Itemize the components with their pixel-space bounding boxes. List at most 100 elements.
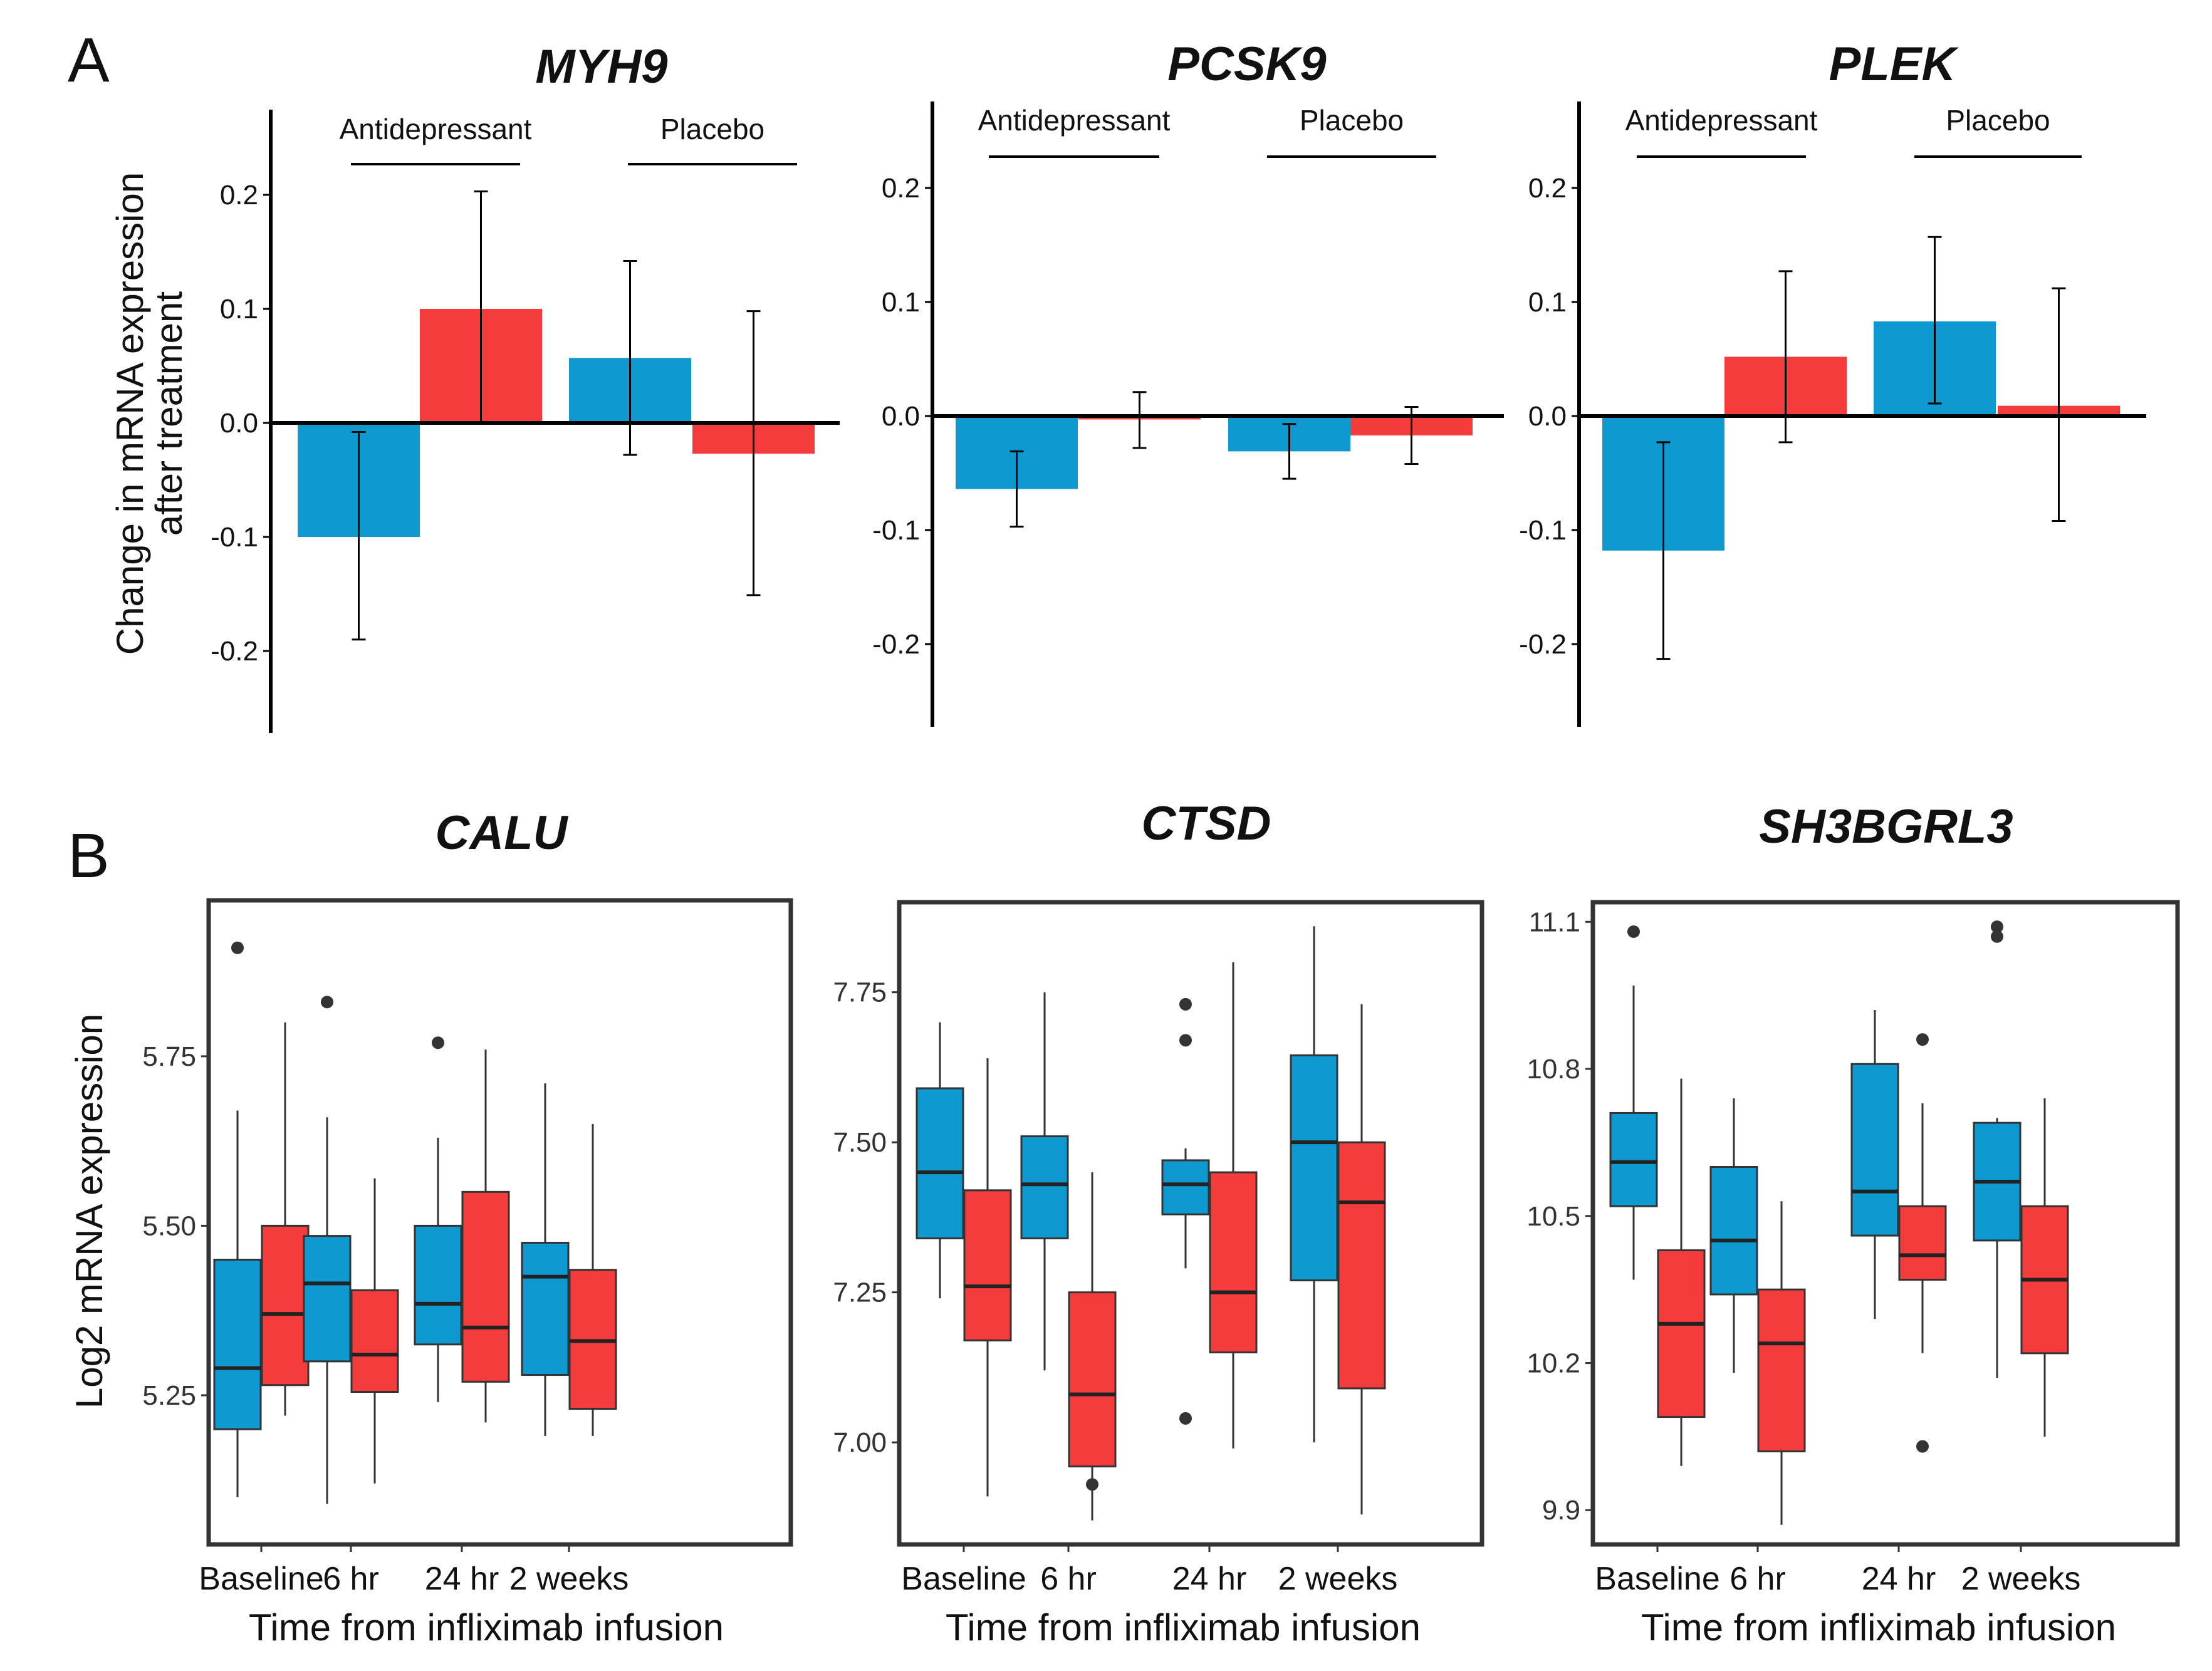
sh3bgrl3-box-6-hr-blue: [1709, 1098, 1758, 1373]
sh3bgrl3-plot-frame: [1590, 900, 2180, 1547]
plek-y-tick-label: -0.1: [1519, 515, 1567, 546]
ctsd-box-24-hr-blue: [1161, 997, 1210, 1425]
ctsd-box-baseline-red: [963, 1058, 1012, 1497]
ctsd-box-24-hr-red-iqr: [1209, 1171, 1258, 1353]
sh3bgrl3-box-24-hr-red: [1898, 1033, 1947, 1453]
sh3bgrl3-x-tick-label-baseline: Baseline: [1595, 1561, 1719, 1597]
myh9-y-tick-label: -0.1: [211, 522, 258, 553]
sh3bgrl3-box-2-weeks-blue-outlier: [1991, 930, 2003, 943]
calu-box-2-weeks-red: [568, 1124, 617, 1436]
calu-box-baseline-blue: [213, 941, 262, 1497]
sh3bgrl3-y-tick-label: 9.9: [1542, 1495, 1580, 1526]
calu-box-6-hr-red-iqr: [350, 1289, 399, 1393]
sh3bgrl3-box-baseline-blue: [1609, 925, 1658, 1280]
calu-y-tick-label: 5.25: [142, 1380, 196, 1411]
calu-y-tick-label: 5.75: [142, 1041, 196, 1072]
sh3bgrl3-y-tick-label: 11.1: [1529, 907, 1580, 937]
calu-y-tick-label: 5.50: [142, 1210, 196, 1241]
sh3bgrl3-box-2-weeks-blue: [1973, 920, 2022, 1378]
calu-box-6-hr-blue: [303, 996, 352, 1504]
calu-x-tick-label-6-hr: 6 hr: [323, 1561, 379, 1597]
plek-y-tick-label: 0.0: [1528, 401, 1567, 432]
calu-box-6-hr-blue-outlier: [321, 996, 333, 1009]
ctsd-box-2-weeks-red: [1337, 1004, 1386, 1515]
calu-box-baseline-blue-outlier: [231, 941, 244, 954]
sh3bgrl3-box-2-weeks-blue-outlier: [1991, 920, 2003, 934]
sh3bgrl3-box-6-hr-blue-iqr: [1709, 1166, 1758, 1296]
ctsd-box-6-hr-blue: [1020, 992, 1069, 1371]
ctsd-box-chart: CTSD 7.00 7.25 7.50 7.75 Baseline 6 hr 24 hr 2 w…: [833, 797, 1484, 1597]
ctsd-y-tick-label: 7.00: [833, 1427, 887, 1458]
sh3bgrl3-x-tick-label-6-hr: 6 hr: [1729, 1561, 1786, 1597]
ctsd-box-6-hr-red: [1068, 1172, 1117, 1521]
sh3bgrl3-box-2-weeks-red: [2020, 1098, 2069, 1437]
calu-box-baseline-blue-iqr: [213, 1259, 262, 1430]
ctsd-box-2-weeks-blue: [1290, 926, 1338, 1443]
pcsk9-title: PCSK9: [1167, 38, 1326, 91]
ctsd-box-2-weeks-red-iqr: [1337, 1141, 1386, 1390]
ctsd-box-baseline-blue-iqr: [916, 1087, 964, 1239]
ctsd-x-tick-label-24-hr: 24 hr: [1172, 1561, 1247, 1597]
ctsd-box-24-hr-blue-outlier: [1179, 1412, 1192, 1425]
myh9-y-tick-label: 0.2: [220, 180, 258, 211]
calu-box-24-hr-blue-iqr: [414, 1224, 462, 1346]
sh3bgrl3-y-tick-label: 10.2: [1526, 1348, 1580, 1378]
sh3bgrl3-title: SH3BGRL3: [1759, 800, 2013, 853]
sh3bgrl3-box-24-hr-blue: [1850, 1010, 1899, 1320]
sh3bgrl3-x-tick-label-24-hr: 24 hr: [1862, 1561, 1936, 1597]
plek-y-tick-label: 0.2: [1528, 173, 1567, 204]
ctsd-box-baseline-blue: [916, 1022, 964, 1299]
sh3bgrl3-box-24-hr-red-iqr: [1898, 1205, 1947, 1281]
plek-bar-chart: PLEK 0.2 0.1 0.0 -0.1 -0.2 Antidepressant Place…: [1519, 38, 2146, 727]
ctsd-x-tick-label-6-hr: 6 hr: [1040, 1561, 1097, 1597]
ctsd-x-tick-label-baseline: Baseline: [901, 1561, 1026, 1597]
pcsk9-bar-chart: PCSK9 0.2 0.1 0.0 -0.1 -0.2 Antidepressant Plac…: [872, 38, 1504, 727]
pcsk9-y-tick-label: 0.1: [882, 287, 920, 318]
panel-b-letter: B: [68, 821, 110, 891]
calu-box-baseline-red-iqr: [261, 1224, 310, 1387]
ctsd-box-24-hr-blue-outlier: [1179, 1034, 1192, 1047]
calu-xlabel: Time from infliximab infusion: [249, 1606, 724, 1648]
ctsd-box-baseline-red-iqr: [963, 1189, 1012, 1341]
sh3bgrl3-box-baseline-blue-outlier: [1627, 925, 1640, 938]
calu-x-tick-label-baseline: Baseline: [199, 1561, 323, 1597]
calu-box-24-hr-blue: [414, 1036, 462, 1402]
ctsd-box-2-weeks-blue-iqr: [1290, 1054, 1338, 1282]
sh3bgrl3-y-tick-label: 10.5: [1526, 1201, 1580, 1232]
plek-group-label-antidepressant: Antidepressant: [1625, 104, 1818, 137]
plek-group-label-placebo: Placebo: [1946, 104, 2050, 137]
ctsd-box-6-hr-blue-iqr: [1020, 1135, 1069, 1239]
sh3bgrl3-y-tick-label: 10.8: [1526, 1054, 1580, 1085]
myh9-bar-chart: MYH9 0.2 0.1 0.0 -0.1 -0.2 Antidepressant Place…: [211, 40, 840, 733]
pcsk9-group-label-antidepressant: Antidepressant: [978, 104, 1171, 137]
panel-a-ylabel: Change in mRNA expression after treatmen…: [109, 172, 190, 655]
ctsd-y-tick-label: 7.25: [833, 1278, 887, 1308]
ctsd-box-24-hr-red: [1209, 962, 1258, 1449]
ctsd-title: CTSD: [1142, 797, 1271, 850]
ctsd-y-tick-label: 7.50: [833, 1127, 887, 1158]
pcsk9-y-tick-label: -0.1: [872, 515, 920, 546]
ctsd-box-24-hr-blue-outlier: [1179, 997, 1192, 1011]
ctsd-xlabel: Time from infliximab infusion: [946, 1606, 1421, 1648]
sh3bgrl3-box-6-hr-red: [1757, 1201, 1806, 1525]
calu-box-6-hr-blue-iqr: [303, 1235, 352, 1363]
ctsd-box-6-hr-red-iqr: [1068, 1291, 1117, 1467]
sh3bgrl3-box-24-hr-red-outlier: [1916, 1033, 1929, 1046]
sh3bgrl3-x-tick-label-2-weeks: 2 weeks: [1961, 1561, 2081, 1597]
pcsk9-group-label-placebo: Placebo: [1300, 104, 1404, 137]
myh9-y-tick-label: 0.0: [220, 408, 258, 439]
chart-marks: MYH9 0.2 0.1 0.0 -0.1 -0.2 Antidepressant Place…: [142, 38, 2180, 1597]
sh3bgrl3-box-baseline-blue-iqr: [1609, 1111, 1658, 1207]
sh3bgrl3-box-24-hr-blue-iqr: [1850, 1063, 1899, 1237]
calu-x-tick-label-2-weeks: 2 weeks: [509, 1561, 629, 1597]
ctsd-y-tick-label: 7.75: [833, 977, 887, 1008]
panel-a-letter: A: [68, 25, 110, 95]
ctsd-box-24-hr-blue-iqr: [1161, 1159, 1210, 1216]
sh3bgrl3-box-baseline-red: [1657, 1078, 1706, 1466]
calu-box-2-weeks-blue: [521, 1083, 570, 1436]
calu-box-24-hr-red: [461, 1049, 510, 1423]
pcsk9-y-tick-label: -0.2: [872, 629, 920, 660]
pcsk9-y-tick-label: 0.2: [882, 173, 920, 204]
pcsk9-y-tick-label: 0.0: [882, 401, 920, 432]
